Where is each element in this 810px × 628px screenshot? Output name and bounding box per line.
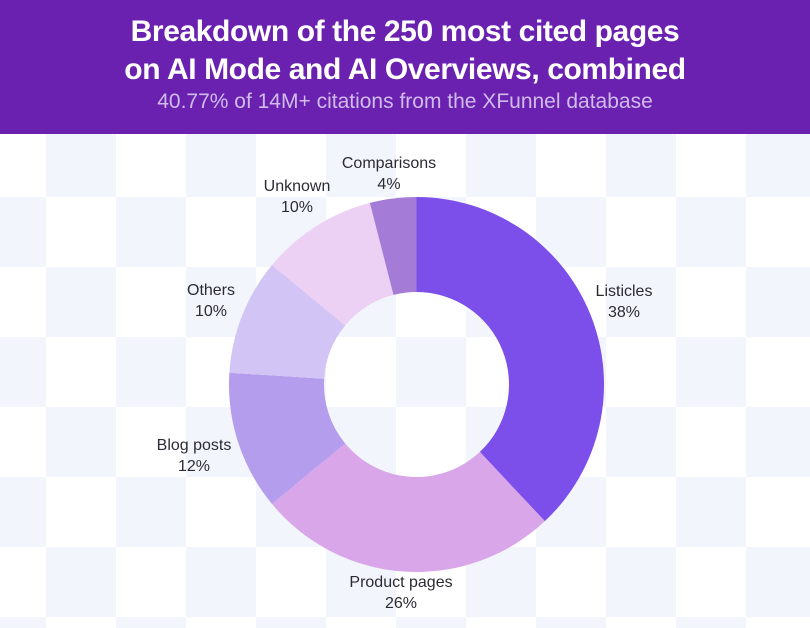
page-title-line2: on AI Mode and AI Overviews, combined: [124, 53, 686, 86]
slice-label-blog-posts: Blog posts 12%: [157, 435, 232, 477]
slice-label-unknown: Unknown 10%: [264, 176, 331, 218]
page-title-line1: Breakdown of the 250 most cited pages: [130, 15, 680, 48]
slice-label-value: 12%: [177, 458, 211, 475]
pie-slice-others: [229, 264, 346, 379]
slice-label-comparisons: Comparisons 4%: [342, 153, 436, 195]
page-subtitle: 40.77% of 14M+ citations from the XFunne…: [157, 90, 653, 113]
slice-label-name: Listicles: [595, 283, 653, 300]
slice-label-name: Others: [186, 282, 236, 299]
slice-label-value: 26%: [384, 595, 418, 612]
slice-label-name: Blog posts: [156, 437, 232, 454]
slice-label-listicles: Listicles 38%: [596, 281, 653, 323]
donut-chart: [228, 197, 604, 572]
page-title: Breakdown of the 250 most cited pages on…: [0, 13, 810, 89]
slice-label-value: 38%: [607, 304, 641, 321]
slice-label-name: Unknown: [263, 178, 331, 195]
slice-label-value: 10%: [280, 199, 314, 216]
slice-label-name: Product pages: [349, 574, 453, 591]
pie-slice-comparisons: [369, 197, 417, 295]
slice-label-others: Others 10%: [187, 280, 235, 322]
slice-label-product-pages: Product pages 26%: [349, 572, 452, 614]
slice-label-value: 4%: [377, 176, 401, 193]
pie-slice-unknown: [272, 202, 394, 326]
pie-slice-product-pages: [272, 443, 545, 572]
slice-label-name: Comparisons: [341, 155, 437, 172]
slice-label-value: 10%: [194, 303, 228, 320]
slice-labels: Listicles 38% Product pages 26% Blog posts 12…: [0, 134, 810, 628]
header-banner: Breakdown of the 250 most cited pages on…: [0, 0, 810, 134]
chart-area: Listicles 38% Product pages 26% Blog posts 12…: [0, 134, 810, 628]
pie-slice-blog-posts: [228, 372, 346, 505]
pie-slice-listicles: [416, 197, 604, 522]
